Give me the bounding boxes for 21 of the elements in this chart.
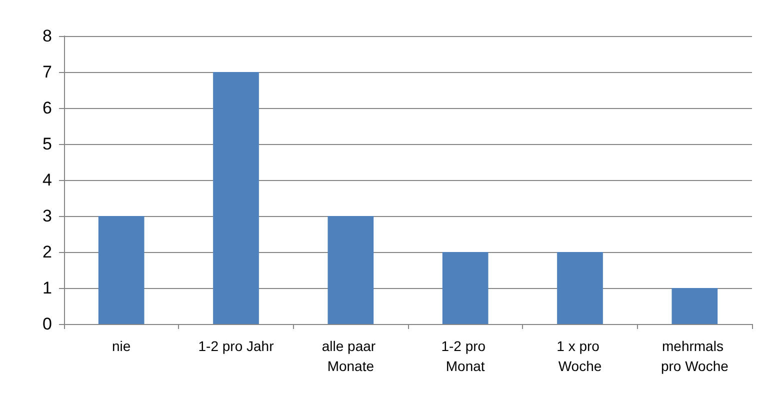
x-tick-label: 1-2 pro Monat — [441, 338, 490, 374]
bar — [98, 216, 144, 324]
x-tick-label: nie — [112, 338, 131, 354]
bar — [672, 288, 718, 324]
y-tick-label: 3 — [42, 206, 52, 226]
y-tick-label: 7 — [42, 62, 52, 82]
x-tick-label: 1 x pro Woche — [556, 338, 604, 374]
y-tick-label: 4 — [42, 170, 52, 190]
y-tick-label: 5 — [42, 134, 52, 154]
y-tick-label: 8 — [42, 26, 52, 46]
y-tick-label: 6 — [42, 98, 52, 118]
x-tick-label: alle paar Monate — [322, 338, 380, 374]
bar — [557, 252, 603, 324]
y-tick-label: 0 — [42, 314, 52, 334]
bar — [328, 216, 374, 324]
y-tick-label: 1 — [42, 278, 52, 298]
x-tick-label: mehrmals pro Woche — [660, 338, 729, 374]
x-tick-label: 1-2 pro Jahr — [198, 338, 274, 354]
bar — [442, 252, 488, 324]
y-tick-label: 2 — [42, 242, 52, 262]
bar — [213, 72, 259, 324]
